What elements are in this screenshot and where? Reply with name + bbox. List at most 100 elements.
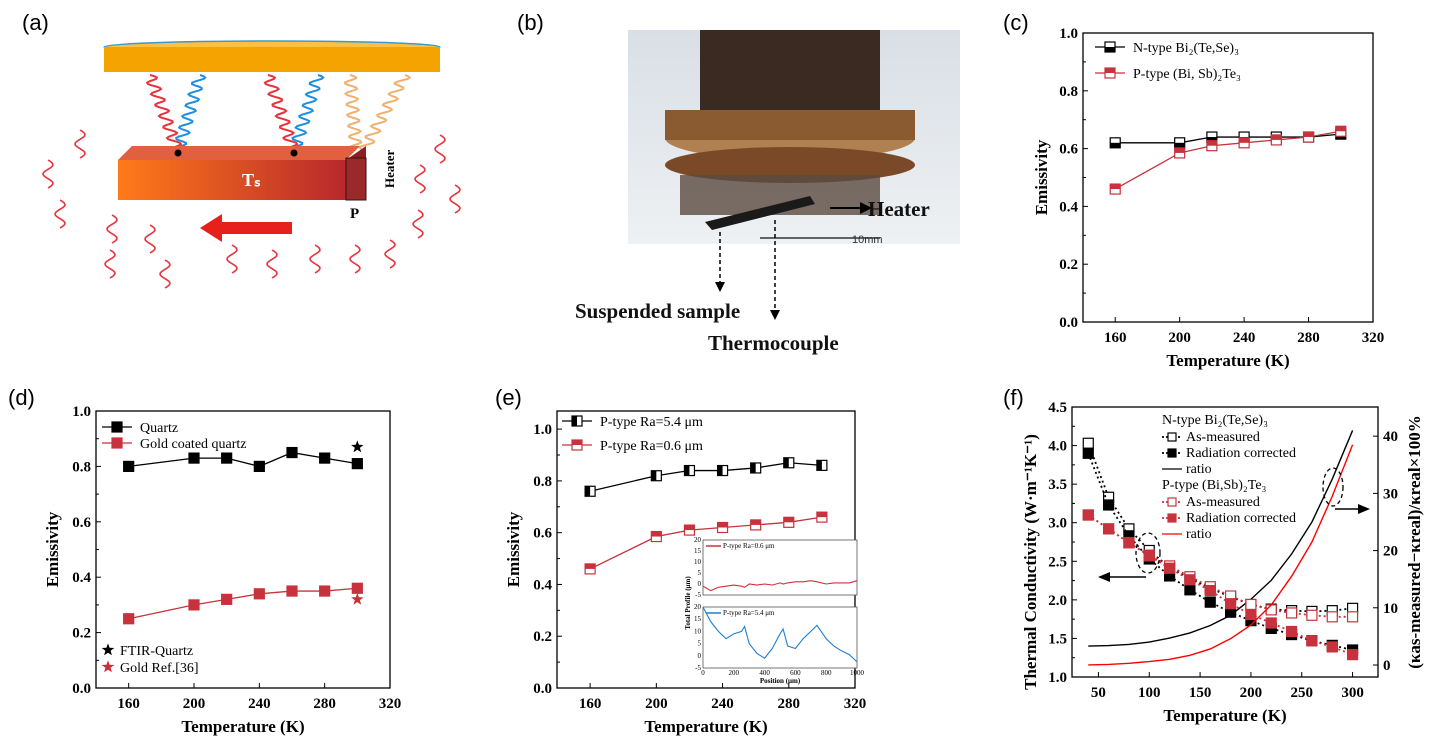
- heater-label: Heater: [382, 150, 397, 188]
- y-tick-label: 0.8: [72, 459, 91, 475]
- legend-group-title: P-type (Bi,Sb)₂Te₃: [1162, 478, 1267, 493]
- heat-radiation-wave: [106, 214, 118, 244]
- data-point-fill: [1105, 68, 1115, 73]
- y2-tick-label: 10: [1383, 601, 1398, 617]
- x-tick-label: 300: [1341, 685, 1364, 701]
- y2-tick-label: 40: [1383, 429, 1398, 445]
- y-tick-label: 1.0: [533, 422, 552, 438]
- data-point: [1123, 537, 1135, 549]
- inset-y-tick-label: 15: [694, 615, 702, 623]
- heater-photo-label: Heater: [868, 197, 930, 221]
- power-label: P: [350, 206, 359, 222]
- y-tick-label: 0.0: [72, 681, 91, 697]
- x-tick-label: 200: [1168, 330, 1191, 346]
- y2-axis-label: (κas-measured−κreal)/κreal×100%: [1405, 415, 1424, 669]
- photo-sample-holder: 10mm Heater Suspended sample Thermocoupl…: [575, 30, 960, 355]
- series-4: [1082, 509, 1359, 661]
- heater-pointer-head: [860, 202, 872, 214]
- data-point: [319, 585, 331, 597]
- radiation-spring: [145, 74, 183, 153]
- inset-y-tick-label: 0: [698, 580, 702, 588]
- heat-radiation-wave: [226, 244, 238, 274]
- y2-tick-label: 0: [1383, 658, 1391, 674]
- y-axis-label: Thermal Conductivity (W·m⁻¹K⁻¹): [1021, 434, 1040, 690]
- legend-label: P-type Ra=5.4 μm: [600, 415, 703, 430]
- heat-radiation-wave: [414, 164, 426, 194]
- inset-x-tick-label: 800: [821, 669, 832, 677]
- y-tick-label: 0.8: [1059, 84, 1078, 100]
- data-point-fill: [750, 519, 761, 525]
- x-tick-label: 100: [1138, 685, 1161, 701]
- series-0: [123, 446, 363, 472]
- inset-x-tick-label: 600: [790, 669, 801, 677]
- y-tick-label: 0.4: [72, 570, 91, 586]
- chart-e-emissivity-roughness: 160 200 240 280 3200.00.20.40.60.81.0Tempera…: [504, 410, 866, 736]
- data-point: [1265, 604, 1277, 616]
- data-point: [1346, 649, 1359, 661]
- heat-radiation-wave: [384, 239, 396, 269]
- legend-label: Gold Ref.[36]: [120, 661, 199, 676]
- inset-legend-label: P-type Ra=5.4 μm: [723, 609, 775, 617]
- photo-coil: [700, 30, 880, 110]
- y-tick-label: 0.2: [1059, 257, 1078, 273]
- x-tick-label: 280: [313, 696, 336, 712]
- data-point: [1184, 574, 1196, 586]
- y-tick-label: 0.0: [1059, 315, 1078, 331]
- series-1: [123, 582, 363, 625]
- data-point: [1082, 437, 1094, 449]
- inset-y-tick-label: 20: [694, 536, 702, 544]
- data-point: [221, 452, 233, 464]
- star-marker: [351, 592, 364, 605]
- data-point-fill: [684, 465, 690, 476]
- x-tick-label: 280: [1297, 330, 1320, 346]
- data-point-fill: [783, 517, 794, 523]
- y-tick-label: 0.6: [72, 515, 91, 531]
- ratio-curve: [1088, 430, 1354, 647]
- radiation-shield-disk: [104, 47, 440, 72]
- heat-radiation-wave: [144, 224, 156, 254]
- y-tick-label: 2.0: [1048, 593, 1067, 609]
- data-point: [1082, 509, 1094, 521]
- thermocouple-junction: [290, 149, 298, 157]
- data-point-fill: [1110, 184, 1121, 190]
- y-tick-label: 0.4: [533, 577, 552, 593]
- inset-y-tick-label: -5: [695, 591, 701, 599]
- y-tick-label: 2.5: [1048, 554, 1067, 570]
- data-point: [1204, 596, 1216, 608]
- data-point-fill: [651, 531, 662, 537]
- data-point: [1265, 617, 1277, 629]
- annotation-ellipse-right: [1322, 467, 1344, 507]
- y-tick-label: 0.6: [533, 526, 552, 542]
- chart-c-emissivity: 160 200 240 280 320 0.0 0.2 0.4 0.6 0.8 1.0 Tempera…: [1032, 26, 1384, 370]
- arrow-head-left: [1098, 572, 1110, 582]
- data-point: [1285, 625, 1298, 638]
- y-tick-label: 1.0: [1059, 26, 1078, 42]
- schematic-radiation-setup: Tₛ Heater P: [42, 40, 461, 289]
- inset-y-tick-label: 15: [694, 547, 702, 555]
- x-axis-label: Temperature (K): [644, 717, 767, 736]
- data-point-fill: [1303, 132, 1314, 138]
- data-point-fill: [1206, 137, 1217, 143]
- y-tick-label: 0.2: [72, 626, 91, 642]
- series-1: [584, 511, 828, 575]
- legend-label: As-measured: [1186, 430, 1260, 445]
- radiation-spring: [343, 74, 363, 151]
- heat-radiation-wave: [74, 129, 86, 159]
- legend-label: ratio: [1186, 527, 1212, 542]
- data-point-fill: [585, 563, 596, 569]
- x-tick-label: 250: [1291, 685, 1314, 701]
- data-point: [1082, 447, 1094, 459]
- legend-label: Quartz: [140, 421, 178, 436]
- y-tick-label: 4.5: [1048, 400, 1067, 416]
- data-point: [1285, 607, 1298, 619]
- heat-radiation-waves: [42, 129, 461, 289]
- data-point-fill: [783, 457, 789, 468]
- inset-y-tick-label: 10: [694, 558, 702, 566]
- inset-y-tick-label: 10: [694, 627, 702, 635]
- y-tick-label: 0.2: [533, 629, 552, 645]
- inset-x-tick-label: 400: [759, 669, 770, 677]
- panel-label-b: (b): [517, 10, 544, 35]
- series-line: [1087, 514, 1353, 656]
- data-point-fill: [717, 465, 723, 476]
- legend-label: FTIR-Quartz: [120, 644, 193, 659]
